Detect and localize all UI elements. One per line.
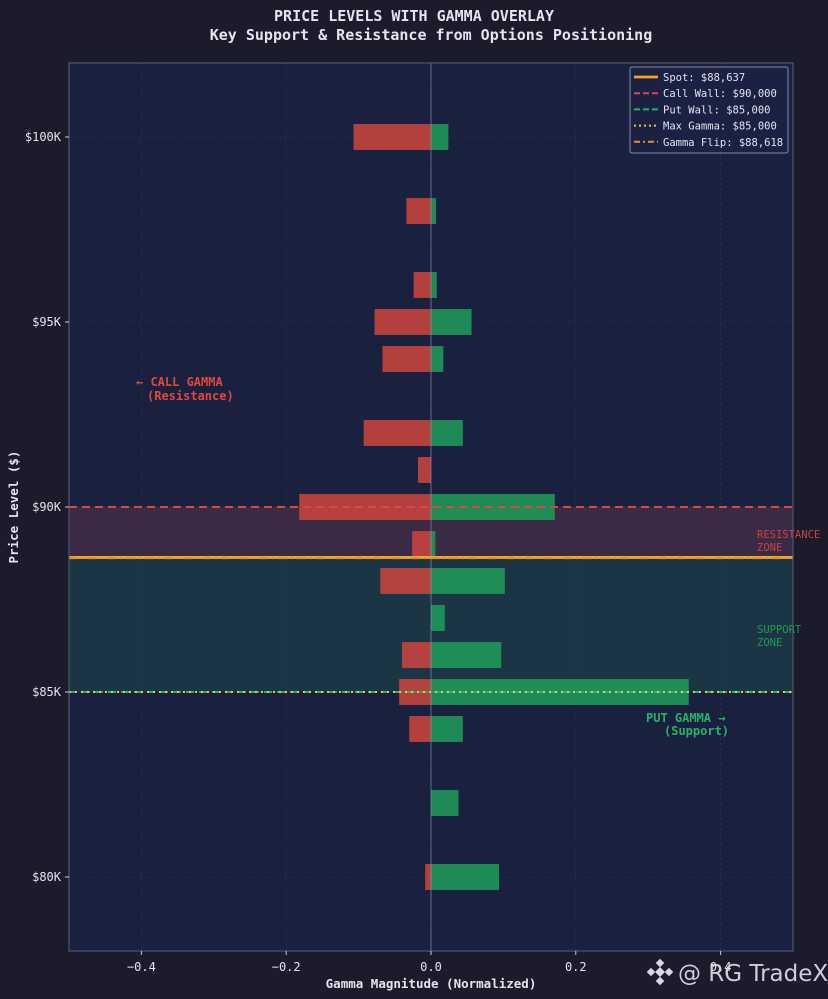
x-tick-label: 0.4 <box>710 960 732 974</box>
call-gamma-bar <box>382 346 431 372</box>
call-gamma-bar <box>353 124 431 150</box>
call-gamma-bar <box>413 272 431 298</box>
call-gamma-bar <box>409 716 431 742</box>
put-gamma-bar <box>431 420 463 446</box>
call-gamma-bar <box>406 198 431 224</box>
y-axis-label: Price Level ($) <box>6 451 21 564</box>
call-gamma-bar <box>374 309 431 335</box>
call-gamma-bar <box>402 642 431 668</box>
call-gamma-bar <box>425 864 431 890</box>
call-gamma-bar <box>363 420 431 446</box>
put-gamma-bar <box>431 716 463 742</box>
y-tick-label: $100K <box>25 130 62 144</box>
x-tick-label: 0.0 <box>420 960 442 974</box>
put-gamma-bar <box>431 346 444 372</box>
chart-subtitle: Key Support & Resistance from Options Po… <box>210 26 653 44</box>
x-tick-label: 0.2 <box>565 960 587 974</box>
call-gamma-annotation: ← CALL GAMMA <box>136 375 223 389</box>
x-axis-label: Gamma Magnitude (Normalized) <box>326 976 537 991</box>
chart-title: PRICE LEVELS WITH GAMMA OVERLAY <box>274 7 554 25</box>
legend-box <box>629 66 789 154</box>
support-zone-label: SUPPORT <box>757 624 802 636</box>
legend-label: Call Wall: $90,000 <box>663 88 777 100</box>
put-gamma-bar <box>431 124 449 150</box>
resistance-zone-label: RESISTANCE <box>757 529 820 541</box>
legend-label: Put Wall: $85,000 <box>663 104 770 116</box>
legend-label: Gamma Flip: $88,618 <box>663 137 783 149</box>
resistance-zone-label-line2: ZONE <box>757 542 782 554</box>
put-gamma-annotation: PUT GAMMA → <box>646 711 725 725</box>
call-gamma-bar <box>412 531 431 557</box>
brand-logo-icon <box>646 958 674 986</box>
y-tick-label: $85K <box>32 685 62 699</box>
legend-label: Spot: $88,637 <box>663 72 745 84</box>
x-tick-label: −0.4 <box>127 960 156 974</box>
call-gamma-annotation-line2: (Resistance) <box>147 389 234 403</box>
put-gamma-bar <box>431 642 502 668</box>
watermark-text: @ RG TradeX <box>678 961 828 987</box>
call-gamma-bar <box>380 568 431 594</box>
y-tick-label: $90K <box>32 500 62 514</box>
put-gamma-bar <box>431 568 505 594</box>
put-gamma-bar <box>431 864 500 890</box>
support-zone-label-line2: ZONE <box>757 637 782 649</box>
call-gamma-bar <box>417 457 431 483</box>
put-gamma-bar <box>431 531 436 557</box>
x-tick-label: −0.2 <box>272 960 301 974</box>
put-gamma-bar <box>431 272 437 298</box>
put-gamma-bar <box>431 198 437 224</box>
put-gamma-bar <box>431 679 689 705</box>
put-gamma-bar <box>431 605 445 631</box>
put-gamma-annotation-line2: (Support) <box>664 724 729 738</box>
legend-label: Max Gamma: $85,000 <box>663 121 777 133</box>
y-tick-label: $80K <box>32 870 62 884</box>
put-gamma-bar <box>431 309 472 335</box>
y-tick-label: $95K <box>32 315 62 329</box>
put-gamma-bar <box>431 790 459 816</box>
